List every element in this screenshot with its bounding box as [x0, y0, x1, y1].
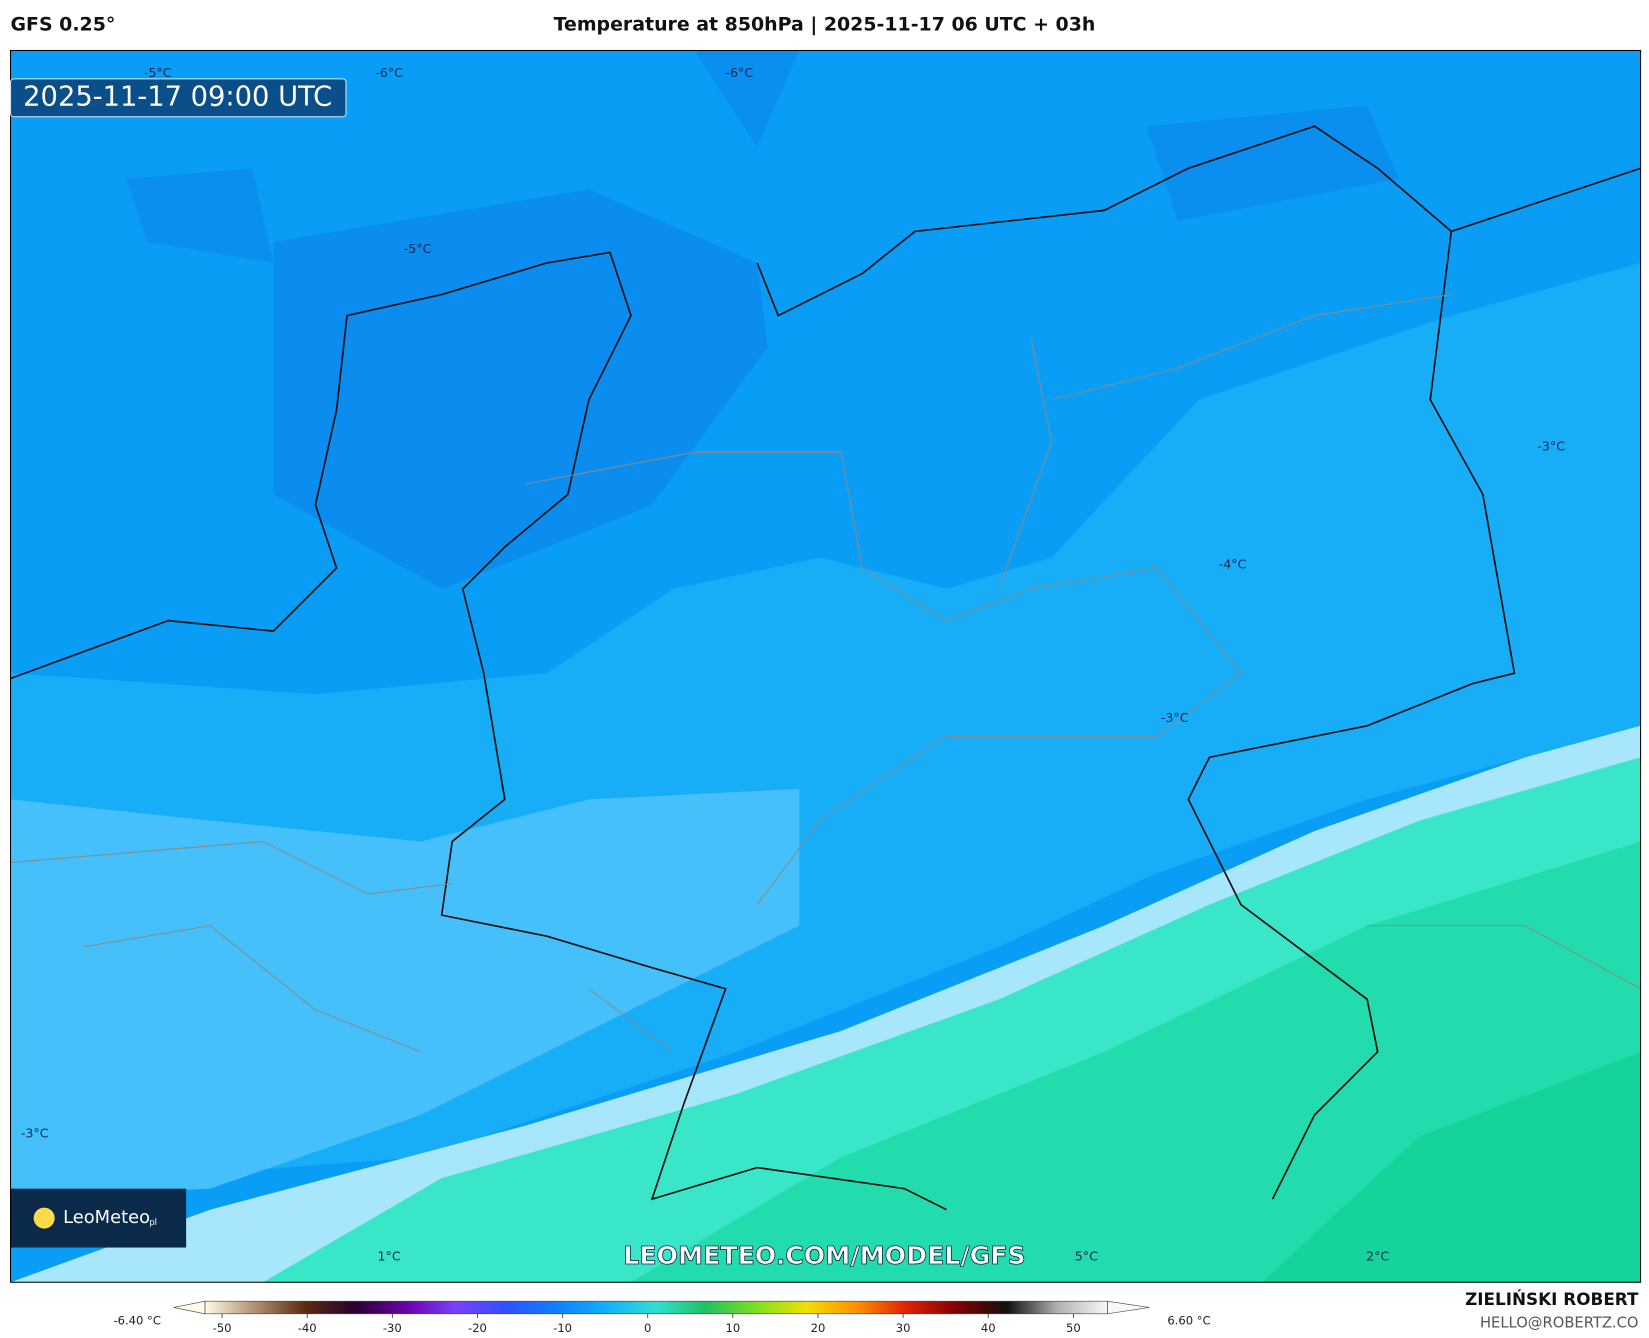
colorbar-tick-label: 10: [725, 1321, 740, 1335]
author: ZIELIŃSKI ROBERT: [1465, 1288, 1639, 1309]
map-frame: [9, 49, 1642, 1283]
contour-label: 1°C: [378, 1249, 401, 1264]
model-name: GFS 0.25°: [11, 14, 116, 36]
logo-suffix: pl: [149, 1217, 157, 1227]
colorbar-tick-label: 20: [811, 1321, 826, 1335]
contact: HELLO@ROBERTZ.CO: [1480, 1314, 1639, 1331]
colorbar-gradient: [204, 1300, 1108, 1315]
colorbar-tick-label: -30: [383, 1321, 402, 1335]
cold-region: [126, 50, 1399, 263]
contour-label: 2°C: [1366, 1249, 1389, 1264]
cold-region: [273, 189, 768, 590]
contour-label: -5°C: [404, 241, 432, 256]
watermark: LEOMETEO.COM/MODEL/GFS: [623, 1241, 1025, 1270]
contour-label: -5°C: [144, 65, 172, 80]
logo-sun: [33, 1207, 55, 1229]
borders: [10, 125, 1641, 1211]
colorbar-tick-label: -40: [298, 1321, 317, 1335]
colorbar: -50 -40 -30 -20 -10 0 10 20 30 40 50: [173, 1300, 1150, 1335]
logo-text: LeoMeteo: [63, 1207, 150, 1228]
colorbar-tick-label: 40: [981, 1321, 996, 1335]
warmer-region: [10, 788, 800, 1200]
admin-boundaries: [10, 294, 1641, 1053]
warmest-region: [1261, 1051, 1641, 1283]
colorbar-min: -6.40 °C: [114, 1314, 161, 1328]
colorbar-tick-label: -10: [553, 1321, 572, 1335]
contour-label: -6°C: [375, 65, 403, 80]
contour-label: -4°C: [1219, 556, 1247, 571]
colorbar-tick-label: 30: [896, 1321, 911, 1335]
contour-label: -6°C: [725, 65, 753, 80]
map-area: LeoMeteo pl LEOMETEO.COM/MODEL/GFS -5°C -…: [10, 50, 1641, 1283]
colorbar-low-end: [173, 1300, 206, 1315]
map-title: Temperature at 850hPa | 2025-11-17 06 UT…: [554, 14, 1096, 36]
colorbar-tick-label: -20: [468, 1321, 487, 1335]
colorbar-tick-label: 50: [1066, 1321, 1081, 1335]
time-box: [9, 78, 347, 118]
colorbar-tick-label: -50: [213, 1321, 232, 1335]
colorbar-high-end: [1107, 1300, 1150, 1315]
colorbar-tick-label: 0: [644, 1321, 651, 1335]
contour-label: -3°C: [1537, 439, 1565, 454]
colorbar-max: 6.60 °C: [1167, 1314, 1210, 1328]
contour-label: -3°C: [21, 1125, 49, 1140]
contour-label: 5°C: [1075, 1249, 1098, 1264]
valid-time: 2025-11-17 09:00 UTC: [23, 81, 332, 112]
contour-label: -3°C: [1161, 710, 1189, 725]
